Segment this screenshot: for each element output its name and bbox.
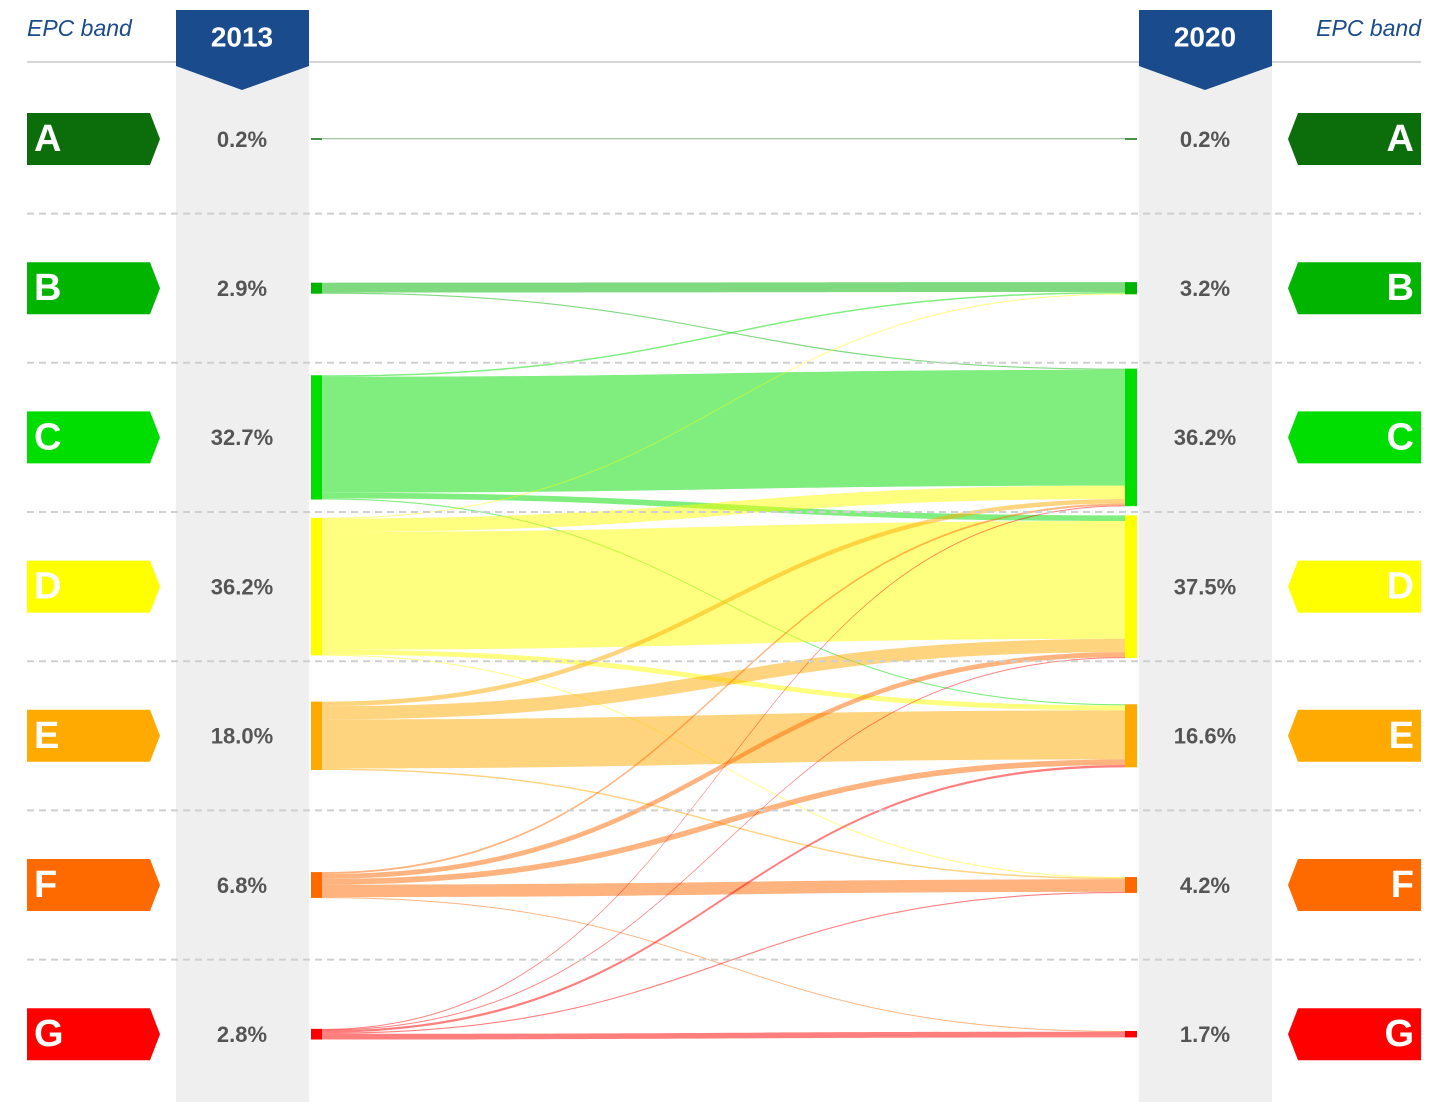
band-letter: E (34, 715, 59, 757)
band-letter: C (34, 416, 61, 458)
band-badge (1288, 709, 1421, 762)
value-label: 18.0% (211, 724, 273, 749)
band-letter: A (34, 118, 61, 160)
flow (322, 759, 1125, 885)
value-label: 2.9% (217, 276, 267, 301)
node-bar (311, 375, 322, 500)
flow (322, 657, 1125, 1031)
year-label: 2013 (211, 21, 273, 52)
band-letter: G (1384, 1013, 1414, 1055)
band-letter: F (1391, 864, 1414, 906)
node-bar (311, 701, 322, 770)
flow (322, 138, 1125, 140)
value-label: 6.8% (217, 873, 267, 898)
band-badge (1288, 113, 1421, 165)
flow (322, 292, 1125, 377)
flows (322, 138, 1125, 1040)
node-bar (311, 282, 322, 294)
node-bar (1125, 1030, 1137, 1038)
node-bar (311, 138, 322, 140)
year-label: 2020 (1174, 21, 1236, 52)
node-bar (311, 517, 322, 656)
node-bar (1125, 282, 1137, 295)
flow (322, 521, 1125, 650)
band-badge (1288, 262, 1421, 315)
axis-label: EPC band (27, 15, 133, 41)
flow (322, 879, 1125, 898)
flow (322, 897, 1125, 1032)
flow (322, 505, 1125, 1030)
flow (322, 293, 1125, 519)
band-letter: A (1387, 118, 1414, 160)
band-badge (1288, 560, 1421, 613)
band-letter: C (1387, 416, 1414, 458)
left-column (176, 10, 309, 1102)
band-letter: B (34, 267, 61, 309)
band-letter: D (34, 566, 61, 608)
flow (322, 652, 1125, 879)
band-badge (27, 262, 160, 315)
value-label: 16.6% (1174, 724, 1236, 749)
value-label: 2.8% (217, 1022, 267, 1047)
value-label: 0.2% (217, 127, 267, 152)
axis-label: EPC band (1316, 15, 1422, 41)
flow (322, 503, 1125, 874)
value-label: 1.7% (1180, 1022, 1230, 1047)
band-badge (27, 1008, 160, 1061)
band-letter: B (1387, 267, 1414, 309)
band-letter: D (1387, 566, 1414, 608)
node-bar (311, 1028, 322, 1040)
flow (322, 282, 1125, 293)
value-label: 0.2% (1180, 127, 1230, 152)
flow (322, 292, 1125, 370)
band-badge (1288, 411, 1421, 464)
value-label: 36.2% (211, 574, 273, 599)
node-bar (1125, 704, 1137, 768)
year-header (176, 10, 309, 90)
right-column (1139, 10, 1272, 1102)
band-letter: G (34, 1013, 64, 1055)
value-label: 37.5% (1174, 574, 1236, 599)
band-badge (27, 709, 160, 762)
value-label: 36.2% (1174, 425, 1236, 450)
band-badge (27, 411, 160, 464)
band-badge (27, 113, 160, 165)
flow (322, 638, 1125, 720)
node-bar (311, 872, 322, 898)
band-letter: E (1389, 715, 1414, 757)
flow (322, 485, 1125, 532)
node-bar (1125, 515, 1137, 658)
node-bar (1125, 138, 1137, 140)
band-letter: F (34, 864, 57, 906)
band-badge (27, 560, 160, 613)
band-badge (1288, 1008, 1421, 1061)
flow (322, 891, 1125, 1034)
band-badge (27, 859, 160, 911)
flow (322, 710, 1125, 769)
band-badge (1288, 859, 1421, 911)
flow (322, 498, 1125, 707)
value-label: 32.7% (211, 425, 273, 450)
flow (322, 765, 1125, 1033)
year-header (1139, 10, 1272, 90)
value-label: 3.2% (1180, 276, 1230, 301)
node-bar (1125, 877, 1137, 893)
node-bar (1125, 368, 1137, 507)
flow (322, 1031, 1125, 1040)
value-label: 4.2% (1180, 873, 1230, 898)
flow (322, 369, 1125, 493)
